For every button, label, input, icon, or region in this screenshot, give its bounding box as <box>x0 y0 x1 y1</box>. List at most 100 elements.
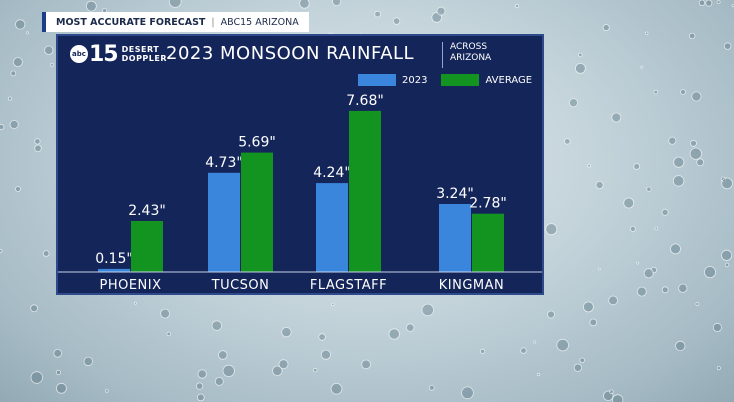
raindrop <box>646 186 652 192</box>
raindrop <box>42 250 50 257</box>
raindrop <box>211 320 223 331</box>
raindrop <box>724 262 730 268</box>
chart-header: abc 15 DESERT DOPPLER 2023 MONSOON RAINF… <box>58 36 542 70</box>
value-label-flagstaff-2023: 4.24" <box>313 165 351 181</box>
rainfall-chart-panel: abc 15 DESERT DOPPLER 2023 MONSOON RAINF… <box>56 34 544 295</box>
raindrop <box>675 340 686 351</box>
bar-kingman-2023 <box>439 204 471 272</box>
raindrop <box>34 138 41 145</box>
category-label-tucson: TUCSON <box>211 278 270 293</box>
raindrop <box>332 0 342 6</box>
raindrop <box>598 267 601 271</box>
raindrop <box>25 31 29 35</box>
raindrop <box>44 45 54 55</box>
region-line1: ACROSS <box>450 42 488 52</box>
abc-logo-icon: abc <box>70 45 88 63</box>
raindrop <box>583 301 594 313</box>
category-label-kingman: KINGMAN <box>439 278 505 293</box>
raindrop <box>160 308 171 319</box>
raindrop <box>85 0 97 12</box>
raindrop <box>7 96 12 101</box>
raindrop <box>673 156 685 168</box>
category-label-phoenix: PHOENIX <box>99 278 161 293</box>
raindrop <box>392 17 401 25</box>
raindrop <box>461 386 474 400</box>
raindrop <box>480 348 486 354</box>
raindrop <box>533 340 537 344</box>
raindrop <box>222 364 235 377</box>
value-label-kingman-2023: 3.24" <box>436 186 474 202</box>
value-label-tucson-average: 5.69" <box>238 135 276 151</box>
bar-flagstaff-2023 <box>316 183 348 272</box>
raindrop <box>299 0 310 9</box>
raindrop <box>636 286 647 297</box>
raindrop <box>690 139 697 147</box>
raindrop <box>721 177 733 190</box>
raindrop <box>623 197 635 209</box>
raindrop <box>272 365 283 377</box>
raindrop <box>428 384 435 391</box>
legend-item-average: AVERAGE <box>441 74 532 86</box>
desert-doppler-logo: abc 15 DESERT DOPPLER <box>70 42 167 67</box>
raindrop <box>15 186 21 192</box>
bar-flagstaff-average <box>349 110 381 273</box>
raindrop <box>579 357 585 363</box>
region-line2: ARIZONA <box>450 53 492 63</box>
raindrop <box>661 286 669 294</box>
legend-swatch-average <box>441 74 480 86</box>
logo-text: DESERT DOPPLER <box>122 45 167 63</box>
raindrop <box>318 333 326 341</box>
raindrop <box>678 283 688 293</box>
raindrop <box>680 89 686 95</box>
raindrop <box>30 304 38 313</box>
raindrop <box>536 372 541 377</box>
raindrop <box>695 302 700 306</box>
raindrop <box>436 6 446 16</box>
raindrop <box>645 31 649 35</box>
raindrop <box>633 163 640 170</box>
raindrop <box>564 138 571 145</box>
raindrop <box>589 318 598 327</box>
legend-label-2023: 2023 <box>402 74 428 86</box>
raindrop <box>53 348 62 358</box>
raindrop <box>609 389 614 395</box>
raindrop <box>12 57 23 67</box>
raindrop <box>520 347 527 354</box>
raindrop <box>721 249 733 261</box>
raindrop <box>421 303 435 317</box>
chart-legend: 2023 AVERAGE <box>358 74 546 86</box>
raindrop <box>705 0 713 7</box>
raindrop <box>34 144 42 152</box>
value-label-flagstaff-average: 7.68" <box>346 93 384 109</box>
header-divider <box>442 42 443 68</box>
raindrop <box>731 4 734 8</box>
raindrop <box>643 268 654 279</box>
raindrop <box>672 175 685 187</box>
raindrop <box>15 19 26 30</box>
raindrop <box>630 225 636 232</box>
raindrop <box>331 302 335 307</box>
bar-tucson-average <box>241 152 273 272</box>
raindrop <box>10 70 17 77</box>
raindrop <box>689 32 696 40</box>
raindrop <box>196 382 204 390</box>
raindrop <box>166 331 171 337</box>
raindrop <box>578 52 583 58</box>
raindrop <box>281 326 292 338</box>
raindrop <box>569 98 579 108</box>
raindrop <box>547 310 555 319</box>
value-label-tucson-2023: 4.73" <box>205 155 243 171</box>
raindrop <box>723 42 732 50</box>
raindrop <box>587 163 591 168</box>
raindrop <box>575 63 586 74</box>
forecast-banner: MOST ACCURATE FORECAST | ABC15 ARIZONA <box>42 12 309 32</box>
raindrop <box>361 359 371 370</box>
banner-separator: | <box>211 16 215 28</box>
raindrop <box>661 208 669 216</box>
raindrop <box>698 0 706 6</box>
raindrop <box>214 376 224 386</box>
banner-station: ABC15 ARIZONA <box>220 16 299 28</box>
category-label-flagstaff: FLAGSTAFF <box>310 278 387 293</box>
raindrop <box>573 363 583 372</box>
legend-label-average: AVERAGE <box>485 74 533 86</box>
